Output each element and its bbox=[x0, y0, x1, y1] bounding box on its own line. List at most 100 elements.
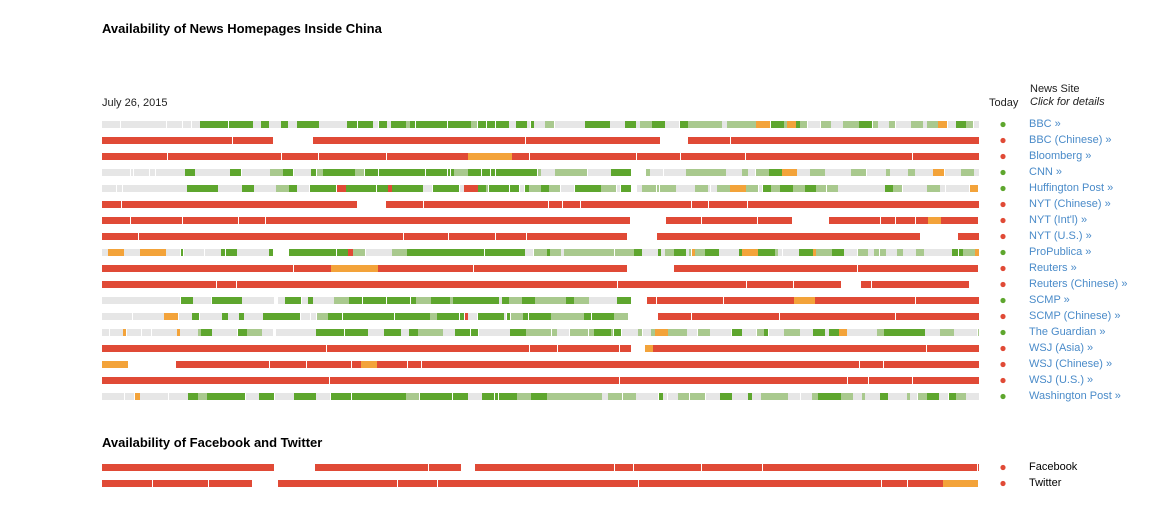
site-segment bbox=[680, 329, 687, 336]
site-segment bbox=[879, 169, 886, 176]
site-segment bbox=[869, 377, 912, 384]
site-segment bbox=[478, 185, 486, 192]
site-segment bbox=[479, 329, 494, 336]
site-segment bbox=[278, 297, 285, 304]
site-segment bbox=[840, 169, 851, 176]
site-segment bbox=[601, 313, 614, 320]
site-segment bbox=[333, 217, 361, 224]
site-segment bbox=[913, 377, 927, 384]
site-segment bbox=[267, 297, 274, 304]
site-segment bbox=[120, 345, 165, 352]
site-segment bbox=[943, 137, 967, 144]
site-segment bbox=[478, 313, 481, 320]
site-segment bbox=[408, 201, 423, 208]
site-segment bbox=[722, 169, 726, 176]
site-segment bbox=[757, 329, 764, 336]
site-link[interactable]: WSJ (Asia) » bbox=[1029, 342, 1094, 354]
site-segment bbox=[148, 313, 164, 320]
site-segment bbox=[614, 329, 621, 336]
site-segment bbox=[751, 121, 756, 128]
site-segment bbox=[340, 169, 343, 176]
site-link[interactable]: CNN » bbox=[1029, 166, 1063, 178]
site-segment bbox=[311, 169, 316, 176]
site-segment bbox=[316, 393, 330, 400]
site-segment bbox=[742, 169, 748, 176]
site-link[interactable]: Bloomberg » bbox=[1029, 150, 1092, 162]
site-link[interactable]: NYT (U.S.) » bbox=[1029, 230, 1092, 242]
site-segment bbox=[956, 393, 966, 400]
site-link[interactable]: WSJ (U.S.) » bbox=[1029, 374, 1094, 386]
site-link[interactable]: NYT (Chinese) » bbox=[1029, 198, 1111, 210]
site-segment bbox=[141, 217, 182, 224]
site-segment bbox=[867, 169, 879, 176]
site-segment bbox=[583, 185, 595, 192]
site-link[interactable]: BBC » bbox=[1029, 118, 1061, 130]
site-segment bbox=[595, 281, 617, 288]
site-segment bbox=[474, 265, 514, 272]
site-segment bbox=[834, 361, 859, 368]
site-segment bbox=[393, 281, 408, 288]
site-link[interactable]: Reuters (Chinese) » bbox=[1029, 278, 1128, 290]
site-segment bbox=[448, 169, 450, 176]
site-segment bbox=[903, 185, 919, 192]
site-link[interactable]: SCMP (Chinese) » bbox=[1029, 310, 1121, 322]
site-segment bbox=[806, 153, 824, 160]
site-segment bbox=[831, 121, 837, 128]
site-segment bbox=[780, 313, 820, 320]
site-segment bbox=[530, 281, 551, 288]
site-segment bbox=[929, 137, 943, 144]
site-segment bbox=[431, 345, 460, 352]
site-segment bbox=[309, 217, 333, 224]
site-link[interactable]: Reuters » bbox=[1029, 262, 1077, 274]
site-segment bbox=[161, 393, 168, 400]
site-segment bbox=[269, 249, 273, 256]
site-link[interactable]: SCMP » bbox=[1029, 294, 1070, 306]
site-segment bbox=[941, 217, 956, 224]
site-link[interactable]: NYT (Int'l) » bbox=[1029, 214, 1088, 226]
site-segment bbox=[349, 137, 389, 144]
site-segment bbox=[969, 281, 978, 288]
site-link[interactable]: Washington Post » bbox=[1029, 390, 1121, 402]
site-segment bbox=[531, 393, 547, 400]
site-segment bbox=[451, 153, 468, 160]
social-site-label: Twitter bbox=[1029, 477, 1062, 489]
site-segment bbox=[928, 217, 941, 224]
site-segment bbox=[226, 249, 234, 256]
site-segment bbox=[332, 329, 344, 336]
site-segment bbox=[435, 377, 473, 384]
site-link[interactable]: ProPublica » bbox=[1029, 246, 1092, 258]
site-link[interactable]: Huffington Post » bbox=[1029, 182, 1114, 194]
site-link[interactable]: The Guardian » bbox=[1029, 326, 1106, 338]
social-segment bbox=[358, 480, 397, 487]
site-segment bbox=[623, 393, 636, 400]
site-segment bbox=[966, 121, 973, 128]
site-segment bbox=[829, 217, 870, 224]
site-segment bbox=[589, 329, 594, 336]
site-segment bbox=[695, 185, 708, 192]
site-segment bbox=[912, 329, 925, 336]
site-segment bbox=[753, 185, 758, 192]
site-link[interactable]: BBC (Chinese) » bbox=[1029, 134, 1112, 146]
site-segment bbox=[530, 345, 557, 352]
today-status-dot bbox=[1000, 313, 1006, 320]
site-segment bbox=[567, 393, 580, 400]
site-segment bbox=[410, 121, 415, 128]
site-segment bbox=[516, 121, 527, 128]
site-segment bbox=[769, 329, 784, 336]
site-segment bbox=[761, 393, 771, 400]
site-segment bbox=[664, 169, 670, 176]
site-segment bbox=[507, 249, 510, 256]
site-segment bbox=[839, 137, 853, 144]
site-segment bbox=[730, 185, 746, 192]
social-segment bbox=[788, 480, 811, 487]
site-segment bbox=[102, 361, 128, 368]
site-segment bbox=[176, 361, 216, 368]
social-segment bbox=[143, 464, 165, 471]
site-segment bbox=[668, 329, 680, 336]
site-segment bbox=[835, 345, 869, 352]
site-segment bbox=[468, 169, 481, 176]
site-segment bbox=[637, 153, 680, 160]
social-segment bbox=[189, 480, 208, 487]
site-segment bbox=[698, 329, 710, 336]
site-link[interactable]: WSJ (Chinese) » bbox=[1029, 358, 1113, 370]
